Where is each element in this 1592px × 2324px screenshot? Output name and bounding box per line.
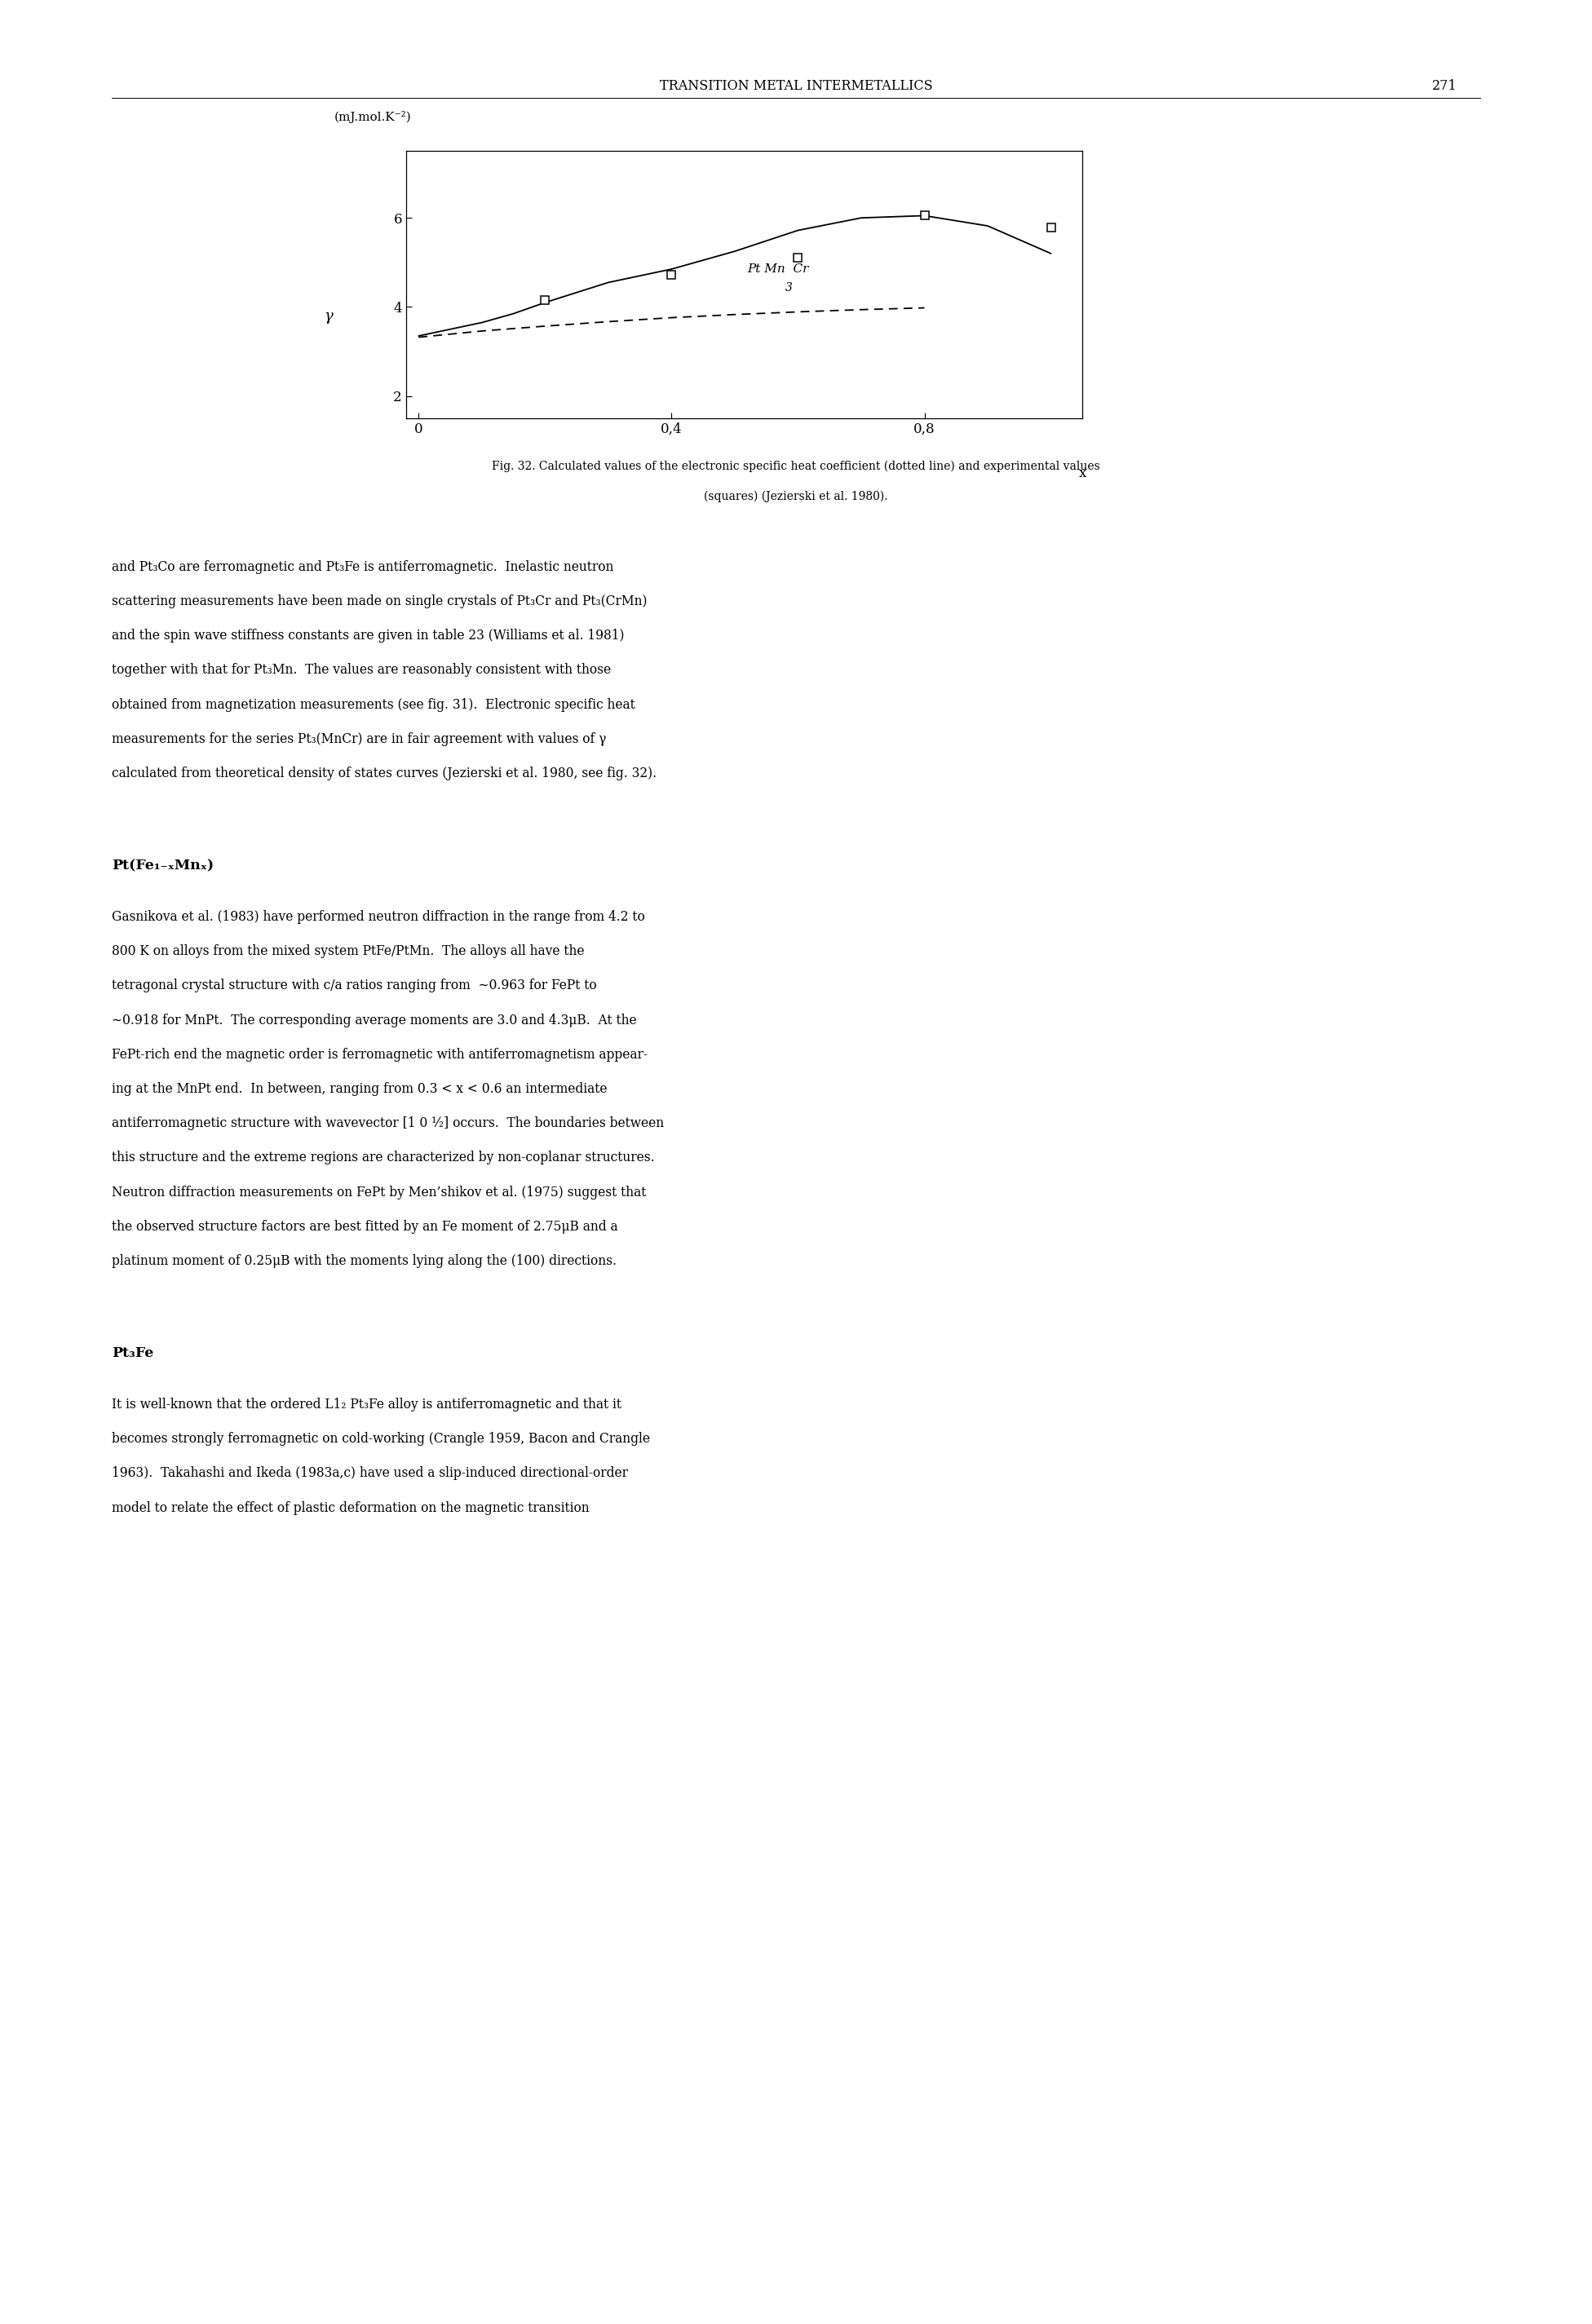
Text: and Pt₃Co are ferromagnetic and Pt₃Fe is antiferromagnetic.  Inelastic neutron: and Pt₃Co are ferromagnetic and Pt₃Fe is… bbox=[111, 560, 613, 574]
Text: obtained from magnetization measurements (see fig. 31).  Electronic specific hea: obtained from magnetization measurements… bbox=[111, 697, 635, 711]
Text: Fig. 32. Calculated values of the electronic specific heat coefficient (dotted l: Fig. 32. Calculated values of the electr… bbox=[492, 460, 1100, 472]
Text: (squares) (Jezierski et al. 1980).: (squares) (Jezierski et al. 1980). bbox=[704, 490, 888, 502]
Text: Pt Mn  Cr: Pt Mn Cr bbox=[747, 263, 809, 274]
Text: and the spin wave stiffness constants are given in table 23 (Williams et al. 198: and the spin wave stiffness constants ar… bbox=[111, 630, 624, 644]
Text: platinum moment of 0.25μB with the moments lying along the (100) directions.: platinum moment of 0.25μB with the momen… bbox=[111, 1255, 616, 1269]
Text: becomes strongly ferromagnetic on cold-working (Crangle 1959, Bacon and Crangle: becomes strongly ferromagnetic on cold-w… bbox=[111, 1432, 650, 1446]
Text: Neutron diffraction measurements on FePt by Men’shikov et al. (1975) suggest tha: Neutron diffraction measurements on FePt… bbox=[111, 1185, 646, 1199]
Text: this structure and the extreme regions are characterized by non-coplanar structu: this structure and the extreme regions a… bbox=[111, 1150, 654, 1164]
Text: Gasnikova et al. (1983) have performed neutron diffraction in the range from 4.2: Gasnikova et al. (1983) have performed n… bbox=[111, 911, 645, 925]
Text: (mJ.mol.K⁻²): (mJ.mol.K⁻²) bbox=[334, 112, 412, 123]
Text: Pt₃Fe: Pt₃Fe bbox=[111, 1346, 153, 1360]
Text: TRANSITION METAL INTERMETALLICS: TRANSITION METAL INTERMETALLICS bbox=[659, 79, 933, 93]
Text: 271: 271 bbox=[1431, 79, 1457, 93]
Text: FePt-rich end the magnetic order is ferromagnetic with antiferromagnetism appear: FePt-rich end the magnetic order is ferr… bbox=[111, 1048, 648, 1062]
Text: measurements for the series Pt₃(MnCr) are in fair agreement with values of γ: measurements for the series Pt₃(MnCr) ar… bbox=[111, 732, 607, 746]
Text: antiferromagnetic structure with wavevector [1 0 ½] occurs.  The boundaries betw: antiferromagnetic structure with wavevec… bbox=[111, 1116, 664, 1129]
Text: calculated from theoretical density of states curves (Jezierski et al. 1980, see: calculated from theoretical density of s… bbox=[111, 767, 656, 781]
Text: x: x bbox=[1079, 467, 1086, 481]
Text: It is well-known that the ordered L1₂ Pt₃Fe alloy is antiferromagnetic and that : It is well-known that the ordered L1₂ Pt… bbox=[111, 1397, 621, 1411]
Text: Pt(Fe₁₋ₓMnₓ): Pt(Fe₁₋ₓMnₓ) bbox=[111, 860, 213, 874]
Text: γ: γ bbox=[323, 309, 333, 323]
Text: tetragonal crystal structure with c/a ratios ranging from  ∼0.963 for FePt to: tetragonal crystal structure with c/a ra… bbox=[111, 978, 597, 992]
Text: ∼0.918 for MnPt.  The corresponding average moments are 3.0 and 4.3μB.  At the: ∼0.918 for MnPt. The corresponding avera… bbox=[111, 1013, 637, 1027]
Text: ing at the MnPt end.  In between, ranging from 0.3 < x < 0.6 an intermediate: ing at the MnPt end. In between, ranging… bbox=[111, 1083, 607, 1097]
Text: 800 K on alloys from the mixed system PtFe/PtMn.  The alloys all have the: 800 K on alloys from the mixed system Pt… bbox=[111, 944, 584, 957]
Text: scattering measurements have been made on single crystals of Pt₃Cr and Pt₃(CrMn): scattering measurements have been made o… bbox=[111, 595, 646, 609]
Text: 1963).  Takahashi and Ikeda (1983a,c) have used a slip-induced directional-order: 1963). Takahashi and Ikeda (1983a,c) hav… bbox=[111, 1466, 627, 1480]
Text: together with that for Pt₃Mn.  The values are reasonably consistent with those: together with that for Pt₃Mn. The values… bbox=[111, 662, 611, 676]
Text: the observed structure factors are best fitted by an Fe moment of 2.75μB and a: the observed structure factors are best … bbox=[111, 1220, 618, 1234]
Text: model to relate the effect of plastic deformation on the magnetic transition: model to relate the effect of plastic de… bbox=[111, 1501, 589, 1515]
Text: 3: 3 bbox=[785, 281, 793, 293]
